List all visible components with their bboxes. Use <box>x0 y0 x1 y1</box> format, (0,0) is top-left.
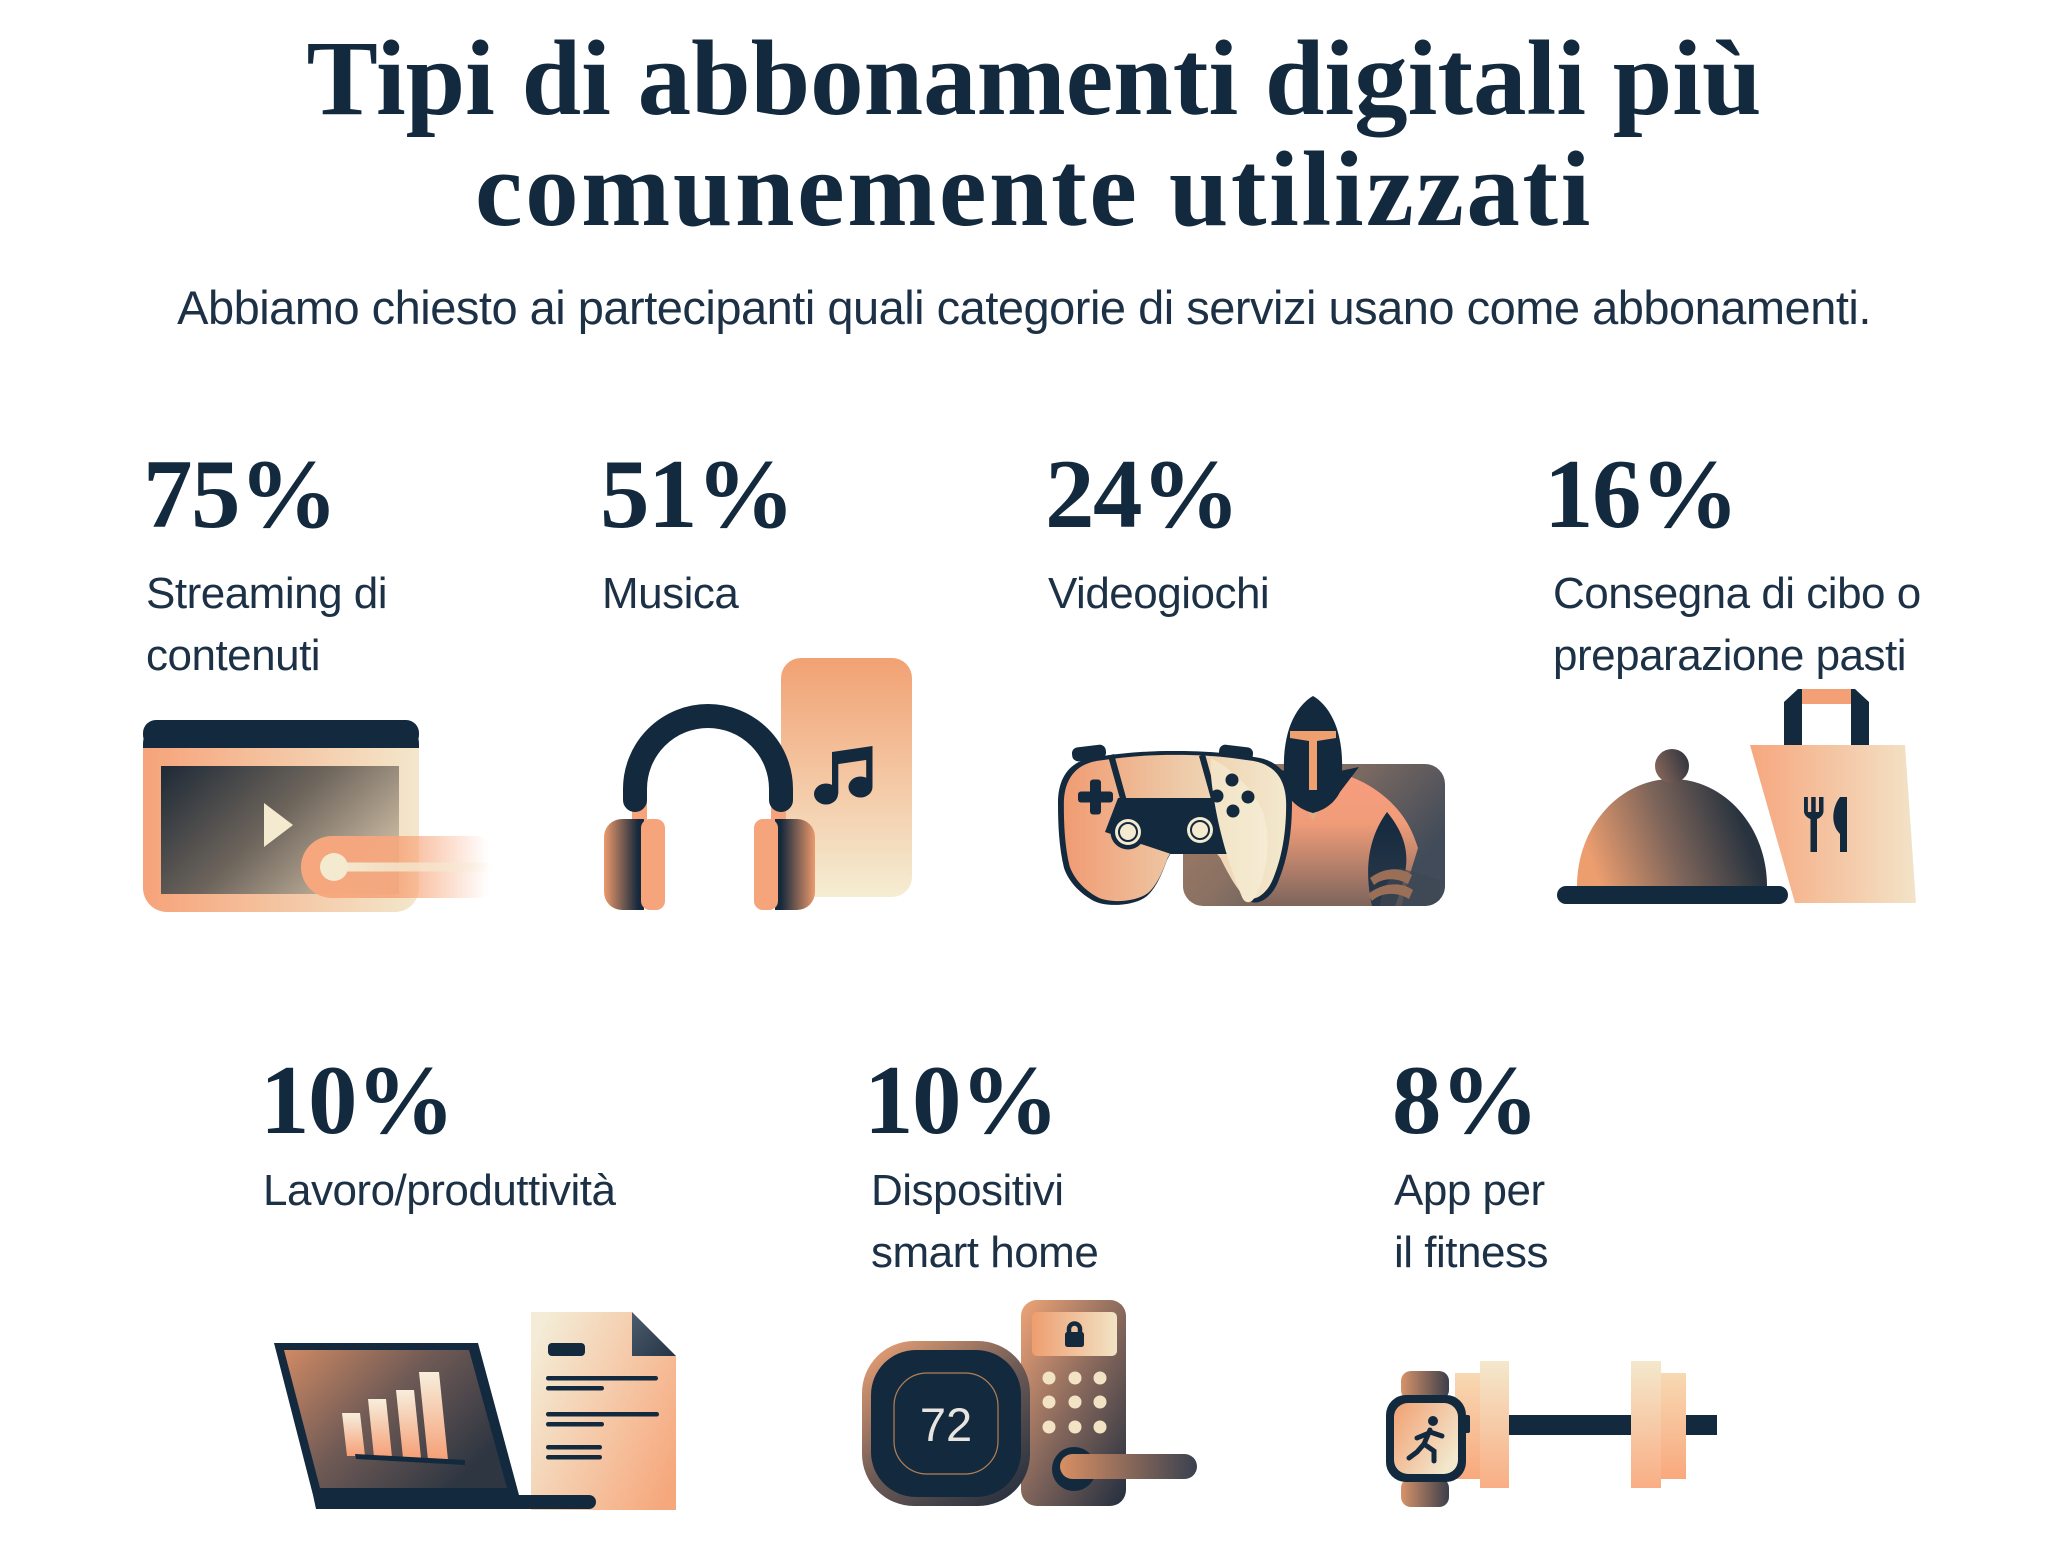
svg-text:72: 72 <box>920 1398 972 1451</box>
